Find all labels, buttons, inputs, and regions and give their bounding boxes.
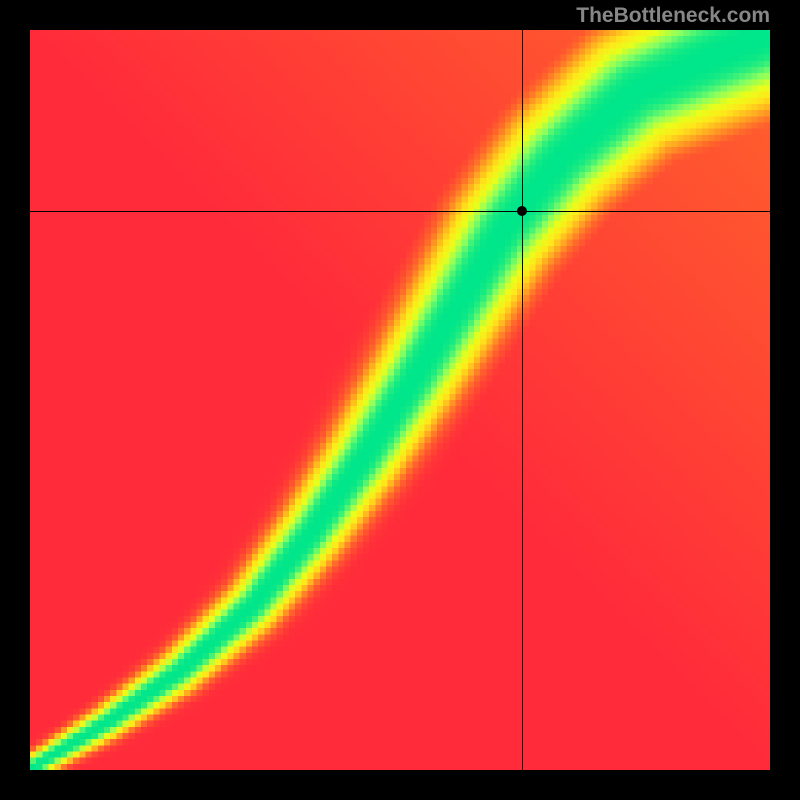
watermark-text: TheBottleneck.com	[576, 4, 770, 28]
heatmap-plot	[30, 30, 770, 770]
crosshair-horizontal	[30, 211, 770, 212]
heatmap-canvas	[30, 30, 770, 770]
intersection-marker	[517, 206, 527, 216]
crosshair-vertical	[522, 30, 523, 770]
